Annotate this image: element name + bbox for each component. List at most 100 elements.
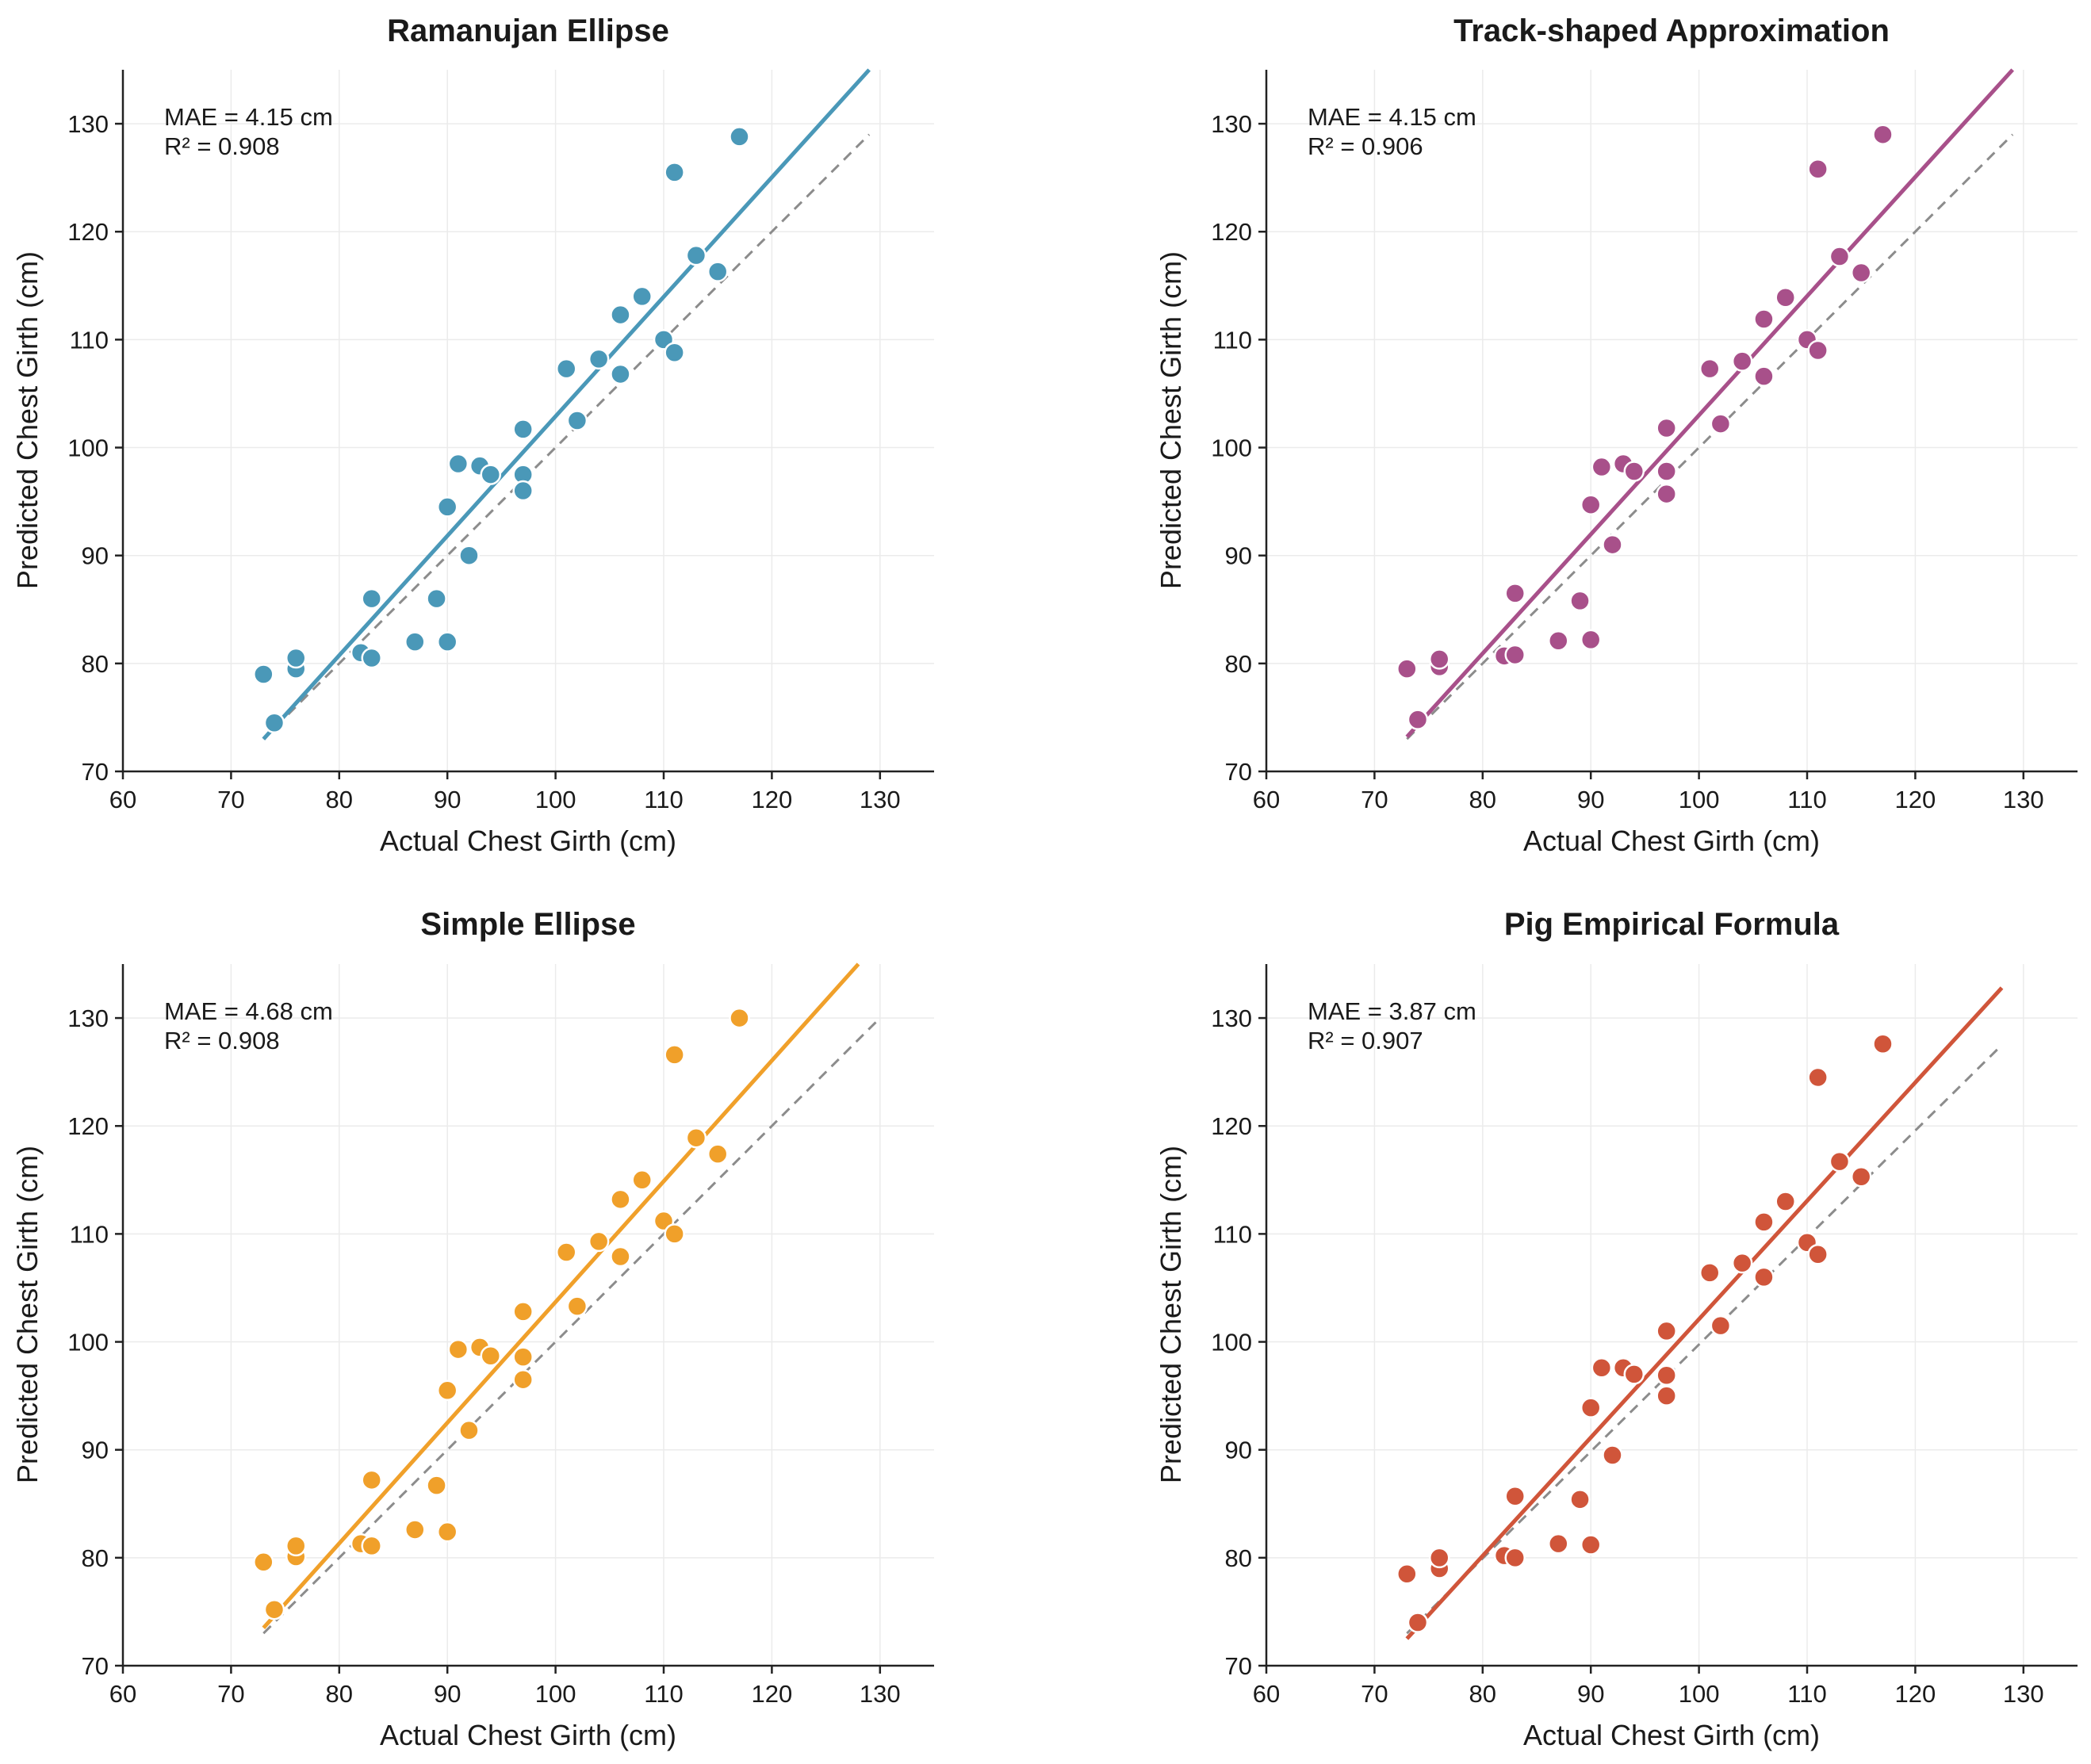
y-tick-label: 120 [1211, 218, 1252, 246]
data-point [664, 342, 685, 363]
x-tick-label: 80 [1469, 1680, 1496, 1708]
data-point [1504, 644, 1526, 666]
data-point [1753, 1266, 1775, 1288]
data-point [512, 1301, 534, 1322]
x-tick-label: 60 [1253, 786, 1280, 813]
x-tick-label: 90 [1577, 786, 1604, 813]
data-point [263, 1598, 285, 1621]
data-point [1569, 1489, 1591, 1510]
data-point [1829, 246, 1851, 267]
panel-title: Ramanujan Ellipse [387, 13, 669, 48]
data-point [707, 261, 729, 282]
r2-annotation: R² = 0.906 [1308, 132, 1423, 160]
data-point [361, 1535, 382, 1557]
data-point [631, 1169, 653, 1191]
fit-line-group [1405, 986, 2004, 1640]
y-tick-label: 110 [70, 1220, 109, 1248]
data-point [1807, 159, 1829, 180]
data-point [512, 1368, 534, 1391]
data-point [253, 1552, 274, 1573]
data-point [707, 1143, 729, 1165]
data-point [1580, 494, 1602, 515]
data-point [1591, 456, 1613, 478]
x-tick-label: 90 [434, 786, 461, 813]
x-tick-label: 60 [109, 1680, 136, 1708]
y-tick-label: 100 [67, 1329, 109, 1356]
data-point [1548, 1532, 1569, 1555]
x-axis-label: Actual Chest Girth (cm) [380, 1719, 676, 1751]
data-point [610, 1188, 631, 1211]
data-point [566, 1295, 588, 1317]
data-point [1656, 1320, 1677, 1342]
x-tick-label: 120 [752, 786, 793, 813]
x-tick-label: 120 [1895, 1680, 1936, 1708]
x-tick-label: 100 [1679, 1680, 1720, 1708]
data-point [1656, 483, 1677, 505]
data-point [1580, 1397, 1602, 1418]
data-point [426, 1475, 447, 1496]
y-axis-label: Predicted Chest Girth (cm) [1155, 251, 1187, 589]
data-point [610, 363, 631, 385]
x-tick-label: 130 [2003, 1680, 2044, 1708]
panel-title: Track-shaped Approximation [1453, 13, 1890, 48]
mae-annotation: MAE = 3.87 cm [1308, 997, 1476, 1025]
data-point [1775, 1191, 1796, 1212]
fit-line-group [262, 68, 871, 740]
x-tick-label: 130 [2003, 786, 2044, 813]
x-tick-label: 90 [1577, 1680, 1604, 1708]
data-point [1850, 262, 1872, 284]
mae-annotation: MAE = 4.68 cm [164, 997, 333, 1025]
data-point [436, 496, 458, 518]
data-points [1396, 124, 1894, 730]
x-tick-label: 100 [535, 786, 576, 813]
y-tick-label: 70 [82, 758, 109, 786]
data-point [480, 464, 502, 485]
x-tick-label: 70 [217, 786, 244, 813]
data-point [1656, 461, 1677, 482]
y-axis-label: Predicted Chest Girth (cm) [1155, 1146, 1187, 1483]
data-point [1656, 1364, 1677, 1386]
identity-line-group [262, 1017, 881, 1635]
data-point [361, 1469, 382, 1491]
data-point [1428, 649, 1450, 670]
panel-title: Pig Empirical Formula [1504, 907, 1840, 942]
data-point [631, 285, 653, 308]
data-point [610, 1246, 631, 1268]
x-tick-label: 110 [1787, 1680, 1826, 1708]
data-point [1829, 1150, 1851, 1173]
y-tick-label: 70 [82, 1652, 109, 1680]
data-point [555, 358, 577, 380]
data-point [610, 304, 631, 326]
data-points [253, 1007, 750, 1621]
data-point [1731, 1252, 1753, 1274]
y-axis-label: Predicted Chest Girth (cm) [11, 1146, 44, 1483]
r2-annotation: R² = 0.907 [1308, 1027, 1423, 1054]
data-point [447, 453, 469, 475]
data-point [1548, 630, 1569, 652]
mae-annotation: MAE = 4.15 cm [1308, 103, 1476, 131]
panel-pig-empirical-formula: Pig Empirical Formula 60 70 80 90 100 110 120 1… [1155, 907, 2078, 1751]
data-point [361, 587, 382, 610]
y-tick-label: 90 [1225, 1437, 1252, 1464]
data-point [1775, 287, 1796, 308]
y-tick-label: 130 [1211, 110, 1252, 138]
data-point [566, 410, 588, 431]
data-point [1710, 1314, 1732, 1337]
r2-annotation: R² = 0.908 [164, 1027, 280, 1054]
y-tick-label: 130 [67, 1004, 109, 1032]
panel-simple-ellipse: Simple Ellipse 60 70 80 90 100 110 120 13070809… [11, 907, 934, 1751]
data-point [1580, 1534, 1602, 1555]
y-tick-label: 100 [1211, 434, 1252, 462]
fit-line-group [262, 962, 860, 1630]
fit-line [262, 962, 860, 1630]
data-point [729, 1007, 750, 1029]
data-point [685, 244, 707, 266]
data-point [1428, 1547, 1450, 1569]
data-point [263, 712, 285, 733]
data-point [1698, 358, 1721, 380]
x-tick-label: 110 [1787, 786, 1826, 813]
data-points [253, 126, 750, 733]
data-point [285, 1535, 307, 1557]
